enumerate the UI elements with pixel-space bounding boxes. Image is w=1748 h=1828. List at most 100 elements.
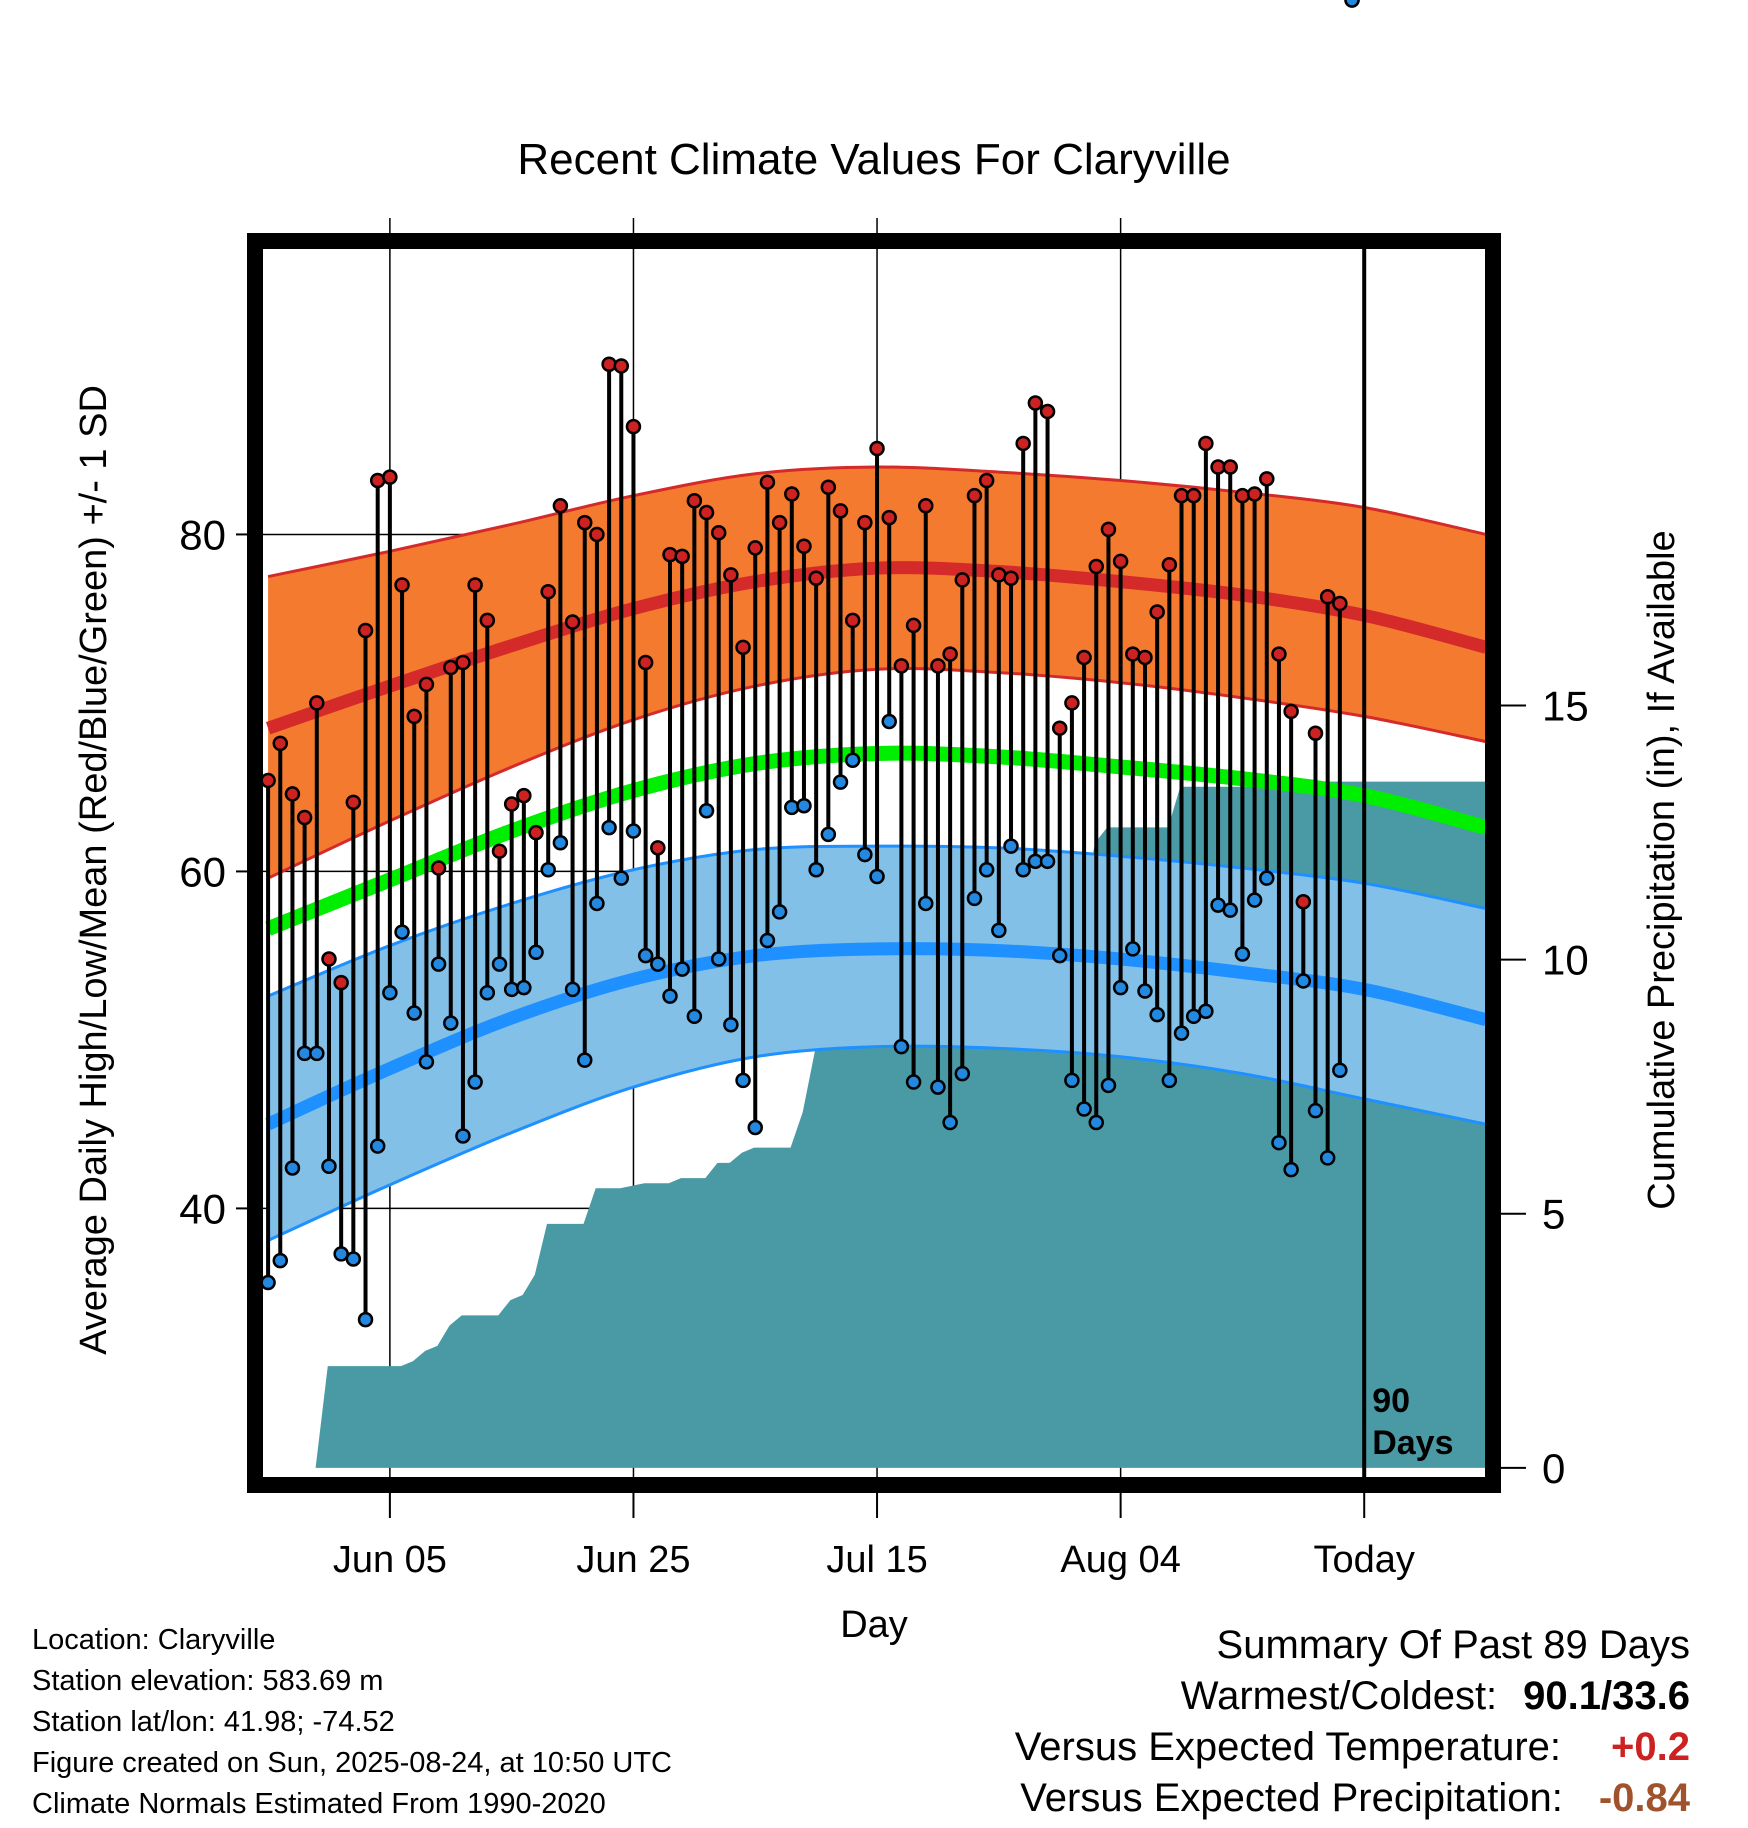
low-point	[918, 895, 934, 912]
high-point	[467, 577, 483, 593]
low-point	[589, 895, 605, 912]
x-tick-label: Jul 15	[826, 1539, 927, 1581]
high-point	[1307, 725, 1324, 742]
low-point	[443, 1015, 459, 1031]
high-point	[625, 418, 642, 435]
high-point	[978, 472, 995, 489]
normals-text: Climate Normals Estimated From 1990-2020	[32, 1788, 606, 1820]
warmest-value: 90.1/33.6	[1523, 1674, 1690, 1718]
low-point	[1295, 973, 1312, 989]
y2-tick-label: 5	[1542, 1191, 1565, 1238]
low-point	[978, 861, 995, 878]
low-point	[1161, 1072, 1178, 1089]
low-point	[1344, 0, 1360, 8]
chart-title: Recent Climate Values For Claryville	[517, 135, 1230, 184]
high-point	[333, 974, 349, 991]
low-point	[1137, 983, 1153, 999]
low-point	[759, 932, 776, 949]
low-point	[662, 988, 678, 1004]
high-point	[966, 487, 983, 504]
low-point	[467, 1074, 483, 1090]
high-point	[637, 654, 654, 671]
low-point	[930, 1079, 946, 1095]
high-point	[491, 843, 508, 859]
y2-axis-label: Cumulative Precipitation (in), If Availa…	[1641, 530, 1683, 1209]
frame-border	[247, 233, 1501, 1493]
x-tick-label: Jun 25	[576, 1539, 690, 1581]
y-axis-right: 0 5 10 15	[1500, 682, 1589, 1492]
high-point	[1076, 649, 1092, 666]
low-point	[905, 1074, 922, 1090]
high-point	[345, 794, 362, 811]
high-point	[1185, 487, 1202, 504]
low-point	[674, 961, 690, 977]
high-point	[394, 577, 410, 593]
low-point	[1259, 870, 1275, 886]
high-point	[296, 809, 313, 826]
high-point	[710, 525, 727, 541]
high-point	[1051, 720, 1068, 736]
high-point	[698, 504, 715, 521]
y2-tick-label: 15	[1542, 682, 1589, 729]
summary-precip-row: Versus Expected Precipitation: -0.84	[1015, 1773, 1690, 1824]
high-point	[613, 358, 630, 374]
high-point	[1027, 395, 1044, 411]
high-point	[905, 617, 922, 634]
high-point	[430, 860, 447, 876]
high-point	[1332, 595, 1348, 612]
low-point	[710, 951, 727, 967]
summary-warmest-row: Warmest/Coldest: 90.1/33.6	[1015, 1671, 1690, 1722]
high-point	[321, 951, 337, 967]
low-point	[1246, 892, 1263, 908]
high-point	[881, 509, 897, 526]
low-point	[1283, 1161, 1299, 1178]
low-point	[1198, 1003, 1214, 1020]
low-point	[1076, 1101, 1092, 1117]
temp-label: Versus Expected Temperature:	[1014, 1725, 1562, 1769]
x-axis-label: Day	[840, 1604, 908, 1646]
high-point	[1039, 403, 1056, 420]
high-point	[954, 572, 971, 588]
low-point	[357, 1311, 374, 1328]
high-point	[759, 474, 776, 490]
high-point	[260, 772, 276, 789]
high-point	[516, 787, 532, 804]
latlon-text: Station lat/lon: 41.98; -74.52	[32, 1706, 395, 1738]
low-point	[1125, 941, 1141, 957]
high-point	[942, 646, 958, 662]
high-point	[406, 708, 422, 725]
high-point	[418, 676, 435, 693]
low-point	[686, 1008, 703, 1025]
low-point	[418, 1054, 435, 1070]
low-point	[723, 1017, 739, 1033]
low-point	[613, 870, 630, 886]
high-point	[808, 570, 824, 586]
high-point	[1222, 459, 1238, 475]
low-point	[394, 924, 410, 940]
high-point	[650, 840, 666, 856]
low-point	[808, 861, 824, 878]
y-tick-label: 60	[179, 848, 226, 895]
high-point	[1137, 649, 1153, 666]
low-point	[1271, 1134, 1287, 1151]
low-point	[516, 979, 532, 996]
high-point	[771, 514, 788, 531]
high-point	[1100, 521, 1117, 538]
low-point	[796, 797, 812, 814]
low-point	[857, 846, 873, 863]
low-point	[1332, 1062, 1348, 1078]
high-point	[503, 796, 520, 812]
high-point	[564, 614, 581, 630]
y-axis-left: 40 60 80	[179, 364, 250, 1378]
low-point	[735, 1072, 751, 1089]
high-point	[844, 612, 861, 629]
high-point	[455, 654, 471, 671]
high-point	[284, 786, 301, 802]
high-point	[1283, 703, 1299, 720]
low-point	[309, 1045, 325, 1062]
high-point	[589, 526, 605, 543]
low-point	[1039, 853, 1056, 870]
high-point	[1112, 553, 1129, 570]
low-point	[272, 1252, 289, 1269]
